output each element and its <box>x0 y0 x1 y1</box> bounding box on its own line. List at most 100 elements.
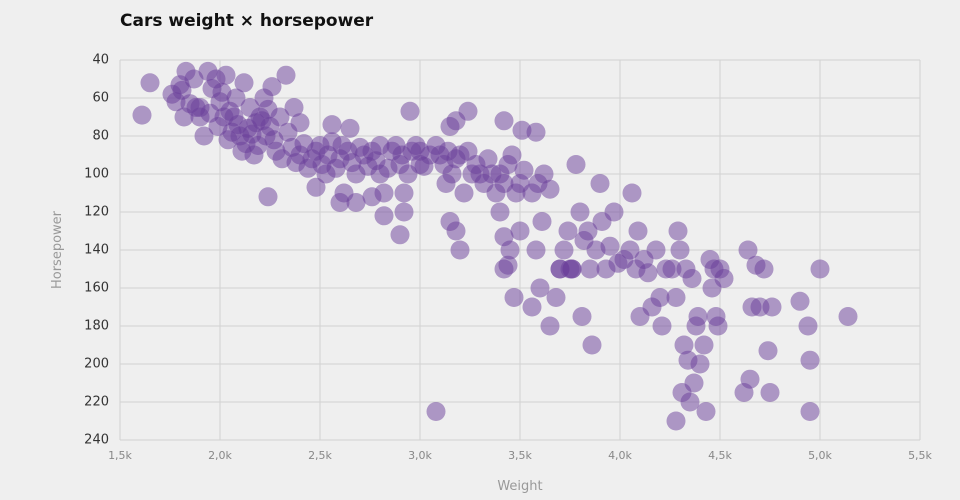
data-point <box>760 383 780 402</box>
data-point <box>490 202 510 222</box>
data-point <box>570 202 590 222</box>
data-point <box>512 120 532 140</box>
x-tick-label: 3,5k <box>508 449 532 462</box>
data-point <box>652 316 672 336</box>
data-point <box>838 307 858 326</box>
data-point <box>284 98 304 117</box>
data-point <box>278 122 298 142</box>
data-point <box>234 73 254 93</box>
data-point <box>132 105 152 125</box>
data-point <box>526 240 546 260</box>
data-point <box>216 65 236 85</box>
data-point <box>454 183 474 203</box>
data-point <box>688 307 708 326</box>
data-point <box>638 263 658 283</box>
y-tick-label: 80 <box>92 129 109 144</box>
data-point <box>684 373 704 393</box>
data-point <box>340 118 360 138</box>
data-point <box>532 212 552 231</box>
data-point <box>758 341 778 361</box>
data-point <box>650 288 670 307</box>
y-tick-label: 220 <box>84 395 109 410</box>
data-point <box>590 174 610 193</box>
data-point <box>680 392 700 412</box>
y-tick-label: 120 <box>84 205 109 220</box>
data-point <box>666 411 686 431</box>
y-tick-label: 240 <box>84 433 109 448</box>
x-tick-label: 4,0k <box>608 449 632 462</box>
data-point <box>622 183 642 203</box>
data-point <box>540 316 560 336</box>
data-point <box>478 149 498 169</box>
x-tick-label: 4,5k <box>708 449 732 462</box>
y-tick-label: 60 <box>92 91 109 106</box>
x-tick-label: 5,0k <box>808 449 832 462</box>
data-point <box>426 402 446 421</box>
y-axis-ticks: 40 60 80 100 120 140 160 180 200 220 240 <box>84 53 109 448</box>
data-point <box>214 107 234 127</box>
y-tick-label: 100 <box>84 167 109 182</box>
chart-title: Cars weight × horsepower <box>120 11 374 31</box>
data-point <box>184 69 204 89</box>
data-point <box>646 240 666 260</box>
data-point <box>810 259 830 279</box>
data-point <box>194 126 214 146</box>
data-point <box>442 164 462 184</box>
data-point <box>504 288 524 307</box>
data-point <box>558 221 578 241</box>
x-tick-label: 2,0k <box>208 449 232 462</box>
data-point <box>762 297 782 317</box>
data-point <box>500 240 520 260</box>
data-point <box>362 187 382 207</box>
data-point <box>600 236 620 256</box>
data-point <box>670 240 690 260</box>
data-point <box>790 291 810 311</box>
data-points <box>132 61 858 431</box>
data-point <box>740 369 760 389</box>
data-point <box>662 259 682 279</box>
data-point <box>226 88 246 108</box>
data-point <box>714 269 734 288</box>
data-point <box>370 136 390 155</box>
data-point <box>738 240 758 260</box>
data-point <box>572 307 592 326</box>
data-point <box>694 335 714 355</box>
data-point <box>258 187 278 207</box>
y-tick-label: 40 <box>92 53 109 68</box>
y-axis-label: Horsepower <box>50 210 65 289</box>
data-point <box>346 193 366 212</box>
data-point <box>522 297 542 317</box>
y-tick-label: 140 <box>84 243 109 258</box>
data-point <box>580 259 600 279</box>
data-point <box>276 65 296 85</box>
x-tick-label: 5,5k <box>908 449 932 462</box>
data-point <box>446 221 466 241</box>
data-point <box>510 221 530 241</box>
data-point <box>514 160 534 180</box>
data-point <box>498 255 518 275</box>
data-point <box>800 402 820 421</box>
x-tick-label: 2,5k <box>308 449 332 462</box>
data-point <box>540 179 560 199</box>
data-point <box>546 288 566 307</box>
data-point <box>620 240 640 260</box>
data-point <box>696 402 716 421</box>
data-point <box>394 202 414 222</box>
data-point <box>330 193 350 212</box>
data-point <box>322 115 342 135</box>
y-tick-label: 160 <box>84 281 109 296</box>
data-point <box>502 145 522 165</box>
data-point <box>458 101 478 121</box>
data-point <box>708 316 728 336</box>
data-point <box>628 221 648 241</box>
data-point <box>604 202 624 222</box>
data-point <box>554 240 574 260</box>
data-point <box>690 354 710 374</box>
data-point <box>450 240 470 260</box>
data-point <box>578 221 598 241</box>
data-point <box>674 335 694 355</box>
x-tick-label: 1,5k <box>108 449 132 462</box>
data-point <box>262 77 282 97</box>
